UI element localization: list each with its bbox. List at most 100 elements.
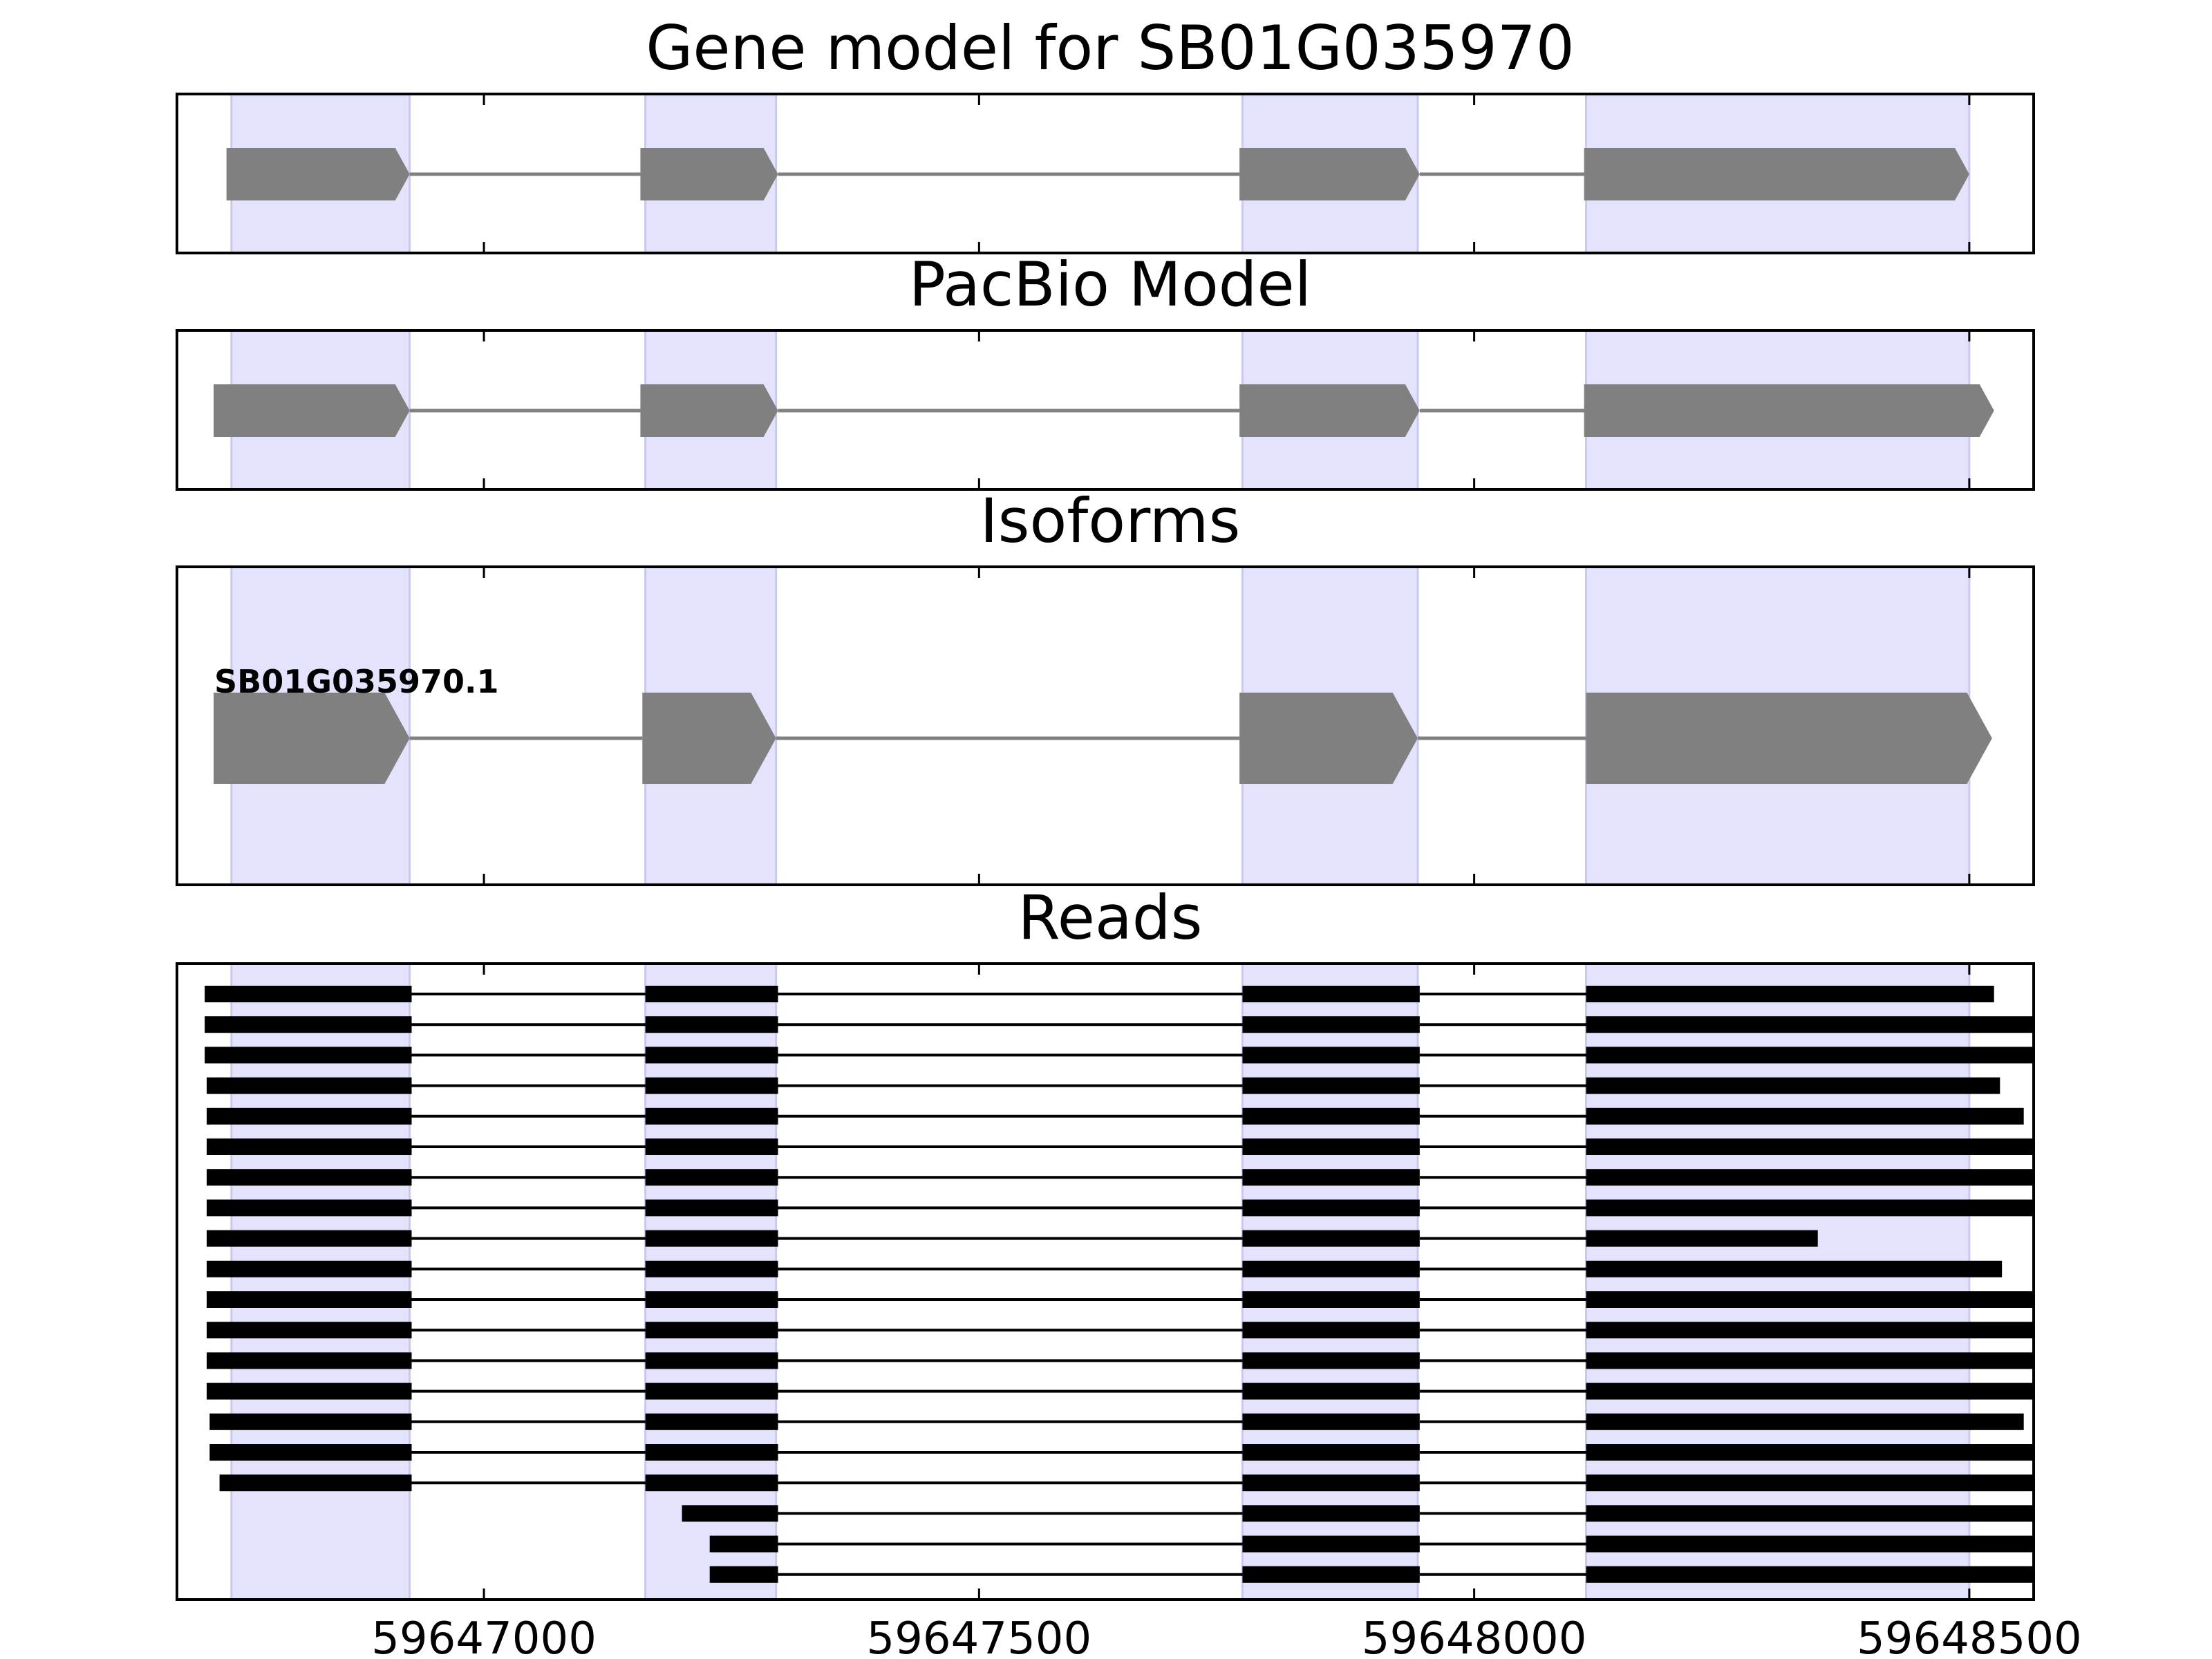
read-exon-block — [682, 1505, 778, 1522]
read-exon-block — [1242, 1474, 1420, 1492]
read-exon-block — [645, 1474, 778, 1492]
read-exon-block — [1586, 1107, 2024, 1125]
read-exon-block — [1586, 1566, 2034, 1583]
read-exon-block — [645, 1016, 778, 1033]
read-exon-block — [1242, 1199, 1420, 1217]
read-exon-block — [205, 986, 412, 1002]
panel-frame — [176, 565, 2035, 886]
read-exon-block — [709, 1535, 778, 1553]
read-exon-block — [1586, 1077, 2000, 1094]
panel-content — [205, 964, 2034, 1600]
read-exon-block — [1242, 986, 1420, 1002]
reads-panel — [176, 962, 2035, 1601]
read-exon-block — [206, 1138, 412, 1155]
read-exon-block — [219, 1474, 412, 1492]
read-exon-block — [1586, 1474, 2034, 1492]
read-exon-block — [1586, 1382, 2034, 1400]
read-exon-block — [209, 1444, 412, 1461]
read-exon-block — [1586, 986, 1994, 1002]
read-exon-block — [1586, 1230, 1818, 1247]
panel-content — [214, 567, 1992, 885]
x-tick-label: 59647500 — [866, 1613, 1091, 1659]
panel-frame — [176, 962, 2035, 1601]
read-exon-block — [1586, 1352, 2034, 1369]
read-exon-block — [709, 1566, 778, 1583]
exon-block — [1584, 148, 1969, 200]
pacbio-model-panel — [176, 329, 2035, 491]
read-exon-block — [645, 986, 778, 1002]
read-exon-block — [645, 1169, 778, 1186]
read-exon-block — [1242, 1566, 1420, 1583]
read-exon-block — [1242, 1138, 1420, 1155]
read-exon-block — [645, 1291, 778, 1308]
read-exon-block — [206, 1352, 412, 1369]
isoform-label: SB01G035970.1 — [214, 663, 498, 700]
read-exon-block — [645, 1077, 778, 1094]
exon-block — [642, 693, 776, 784]
read-exon-block — [1242, 1382, 1420, 1400]
read-exon-block — [645, 1107, 778, 1125]
read-exon-block — [1242, 1260, 1420, 1277]
exon-block — [1586, 693, 1992, 784]
panel-content — [226, 94, 1971, 253]
read-exon-block — [1242, 1444, 1420, 1461]
read-exon-block — [1586, 1138, 2034, 1155]
read-exon-block — [206, 1199, 412, 1217]
highlight-region — [230, 964, 411, 1600]
highlight-region — [1584, 964, 1971, 1600]
read-exon-block — [1242, 1505, 1420, 1522]
read-exon-block — [206, 1322, 412, 1339]
x-tick-label: 59647000 — [371, 1613, 597, 1659]
read-exon-block — [205, 1016, 412, 1033]
read-exon-block — [206, 1077, 412, 1094]
read-exon-block — [645, 1352, 778, 1369]
panel-content — [214, 330, 1994, 489]
exon-block — [1239, 384, 1420, 437]
exon-block — [214, 693, 410, 784]
read-exon-block — [1586, 1322, 2034, 1339]
read-exon-block — [206, 1107, 412, 1125]
read-exon-block — [1242, 1535, 1420, 1553]
read-exon-block — [1242, 1016, 1420, 1033]
read-exon-block — [1586, 1413, 2024, 1430]
exon-block — [1239, 148, 1420, 200]
read-exon-block — [1586, 1505, 2034, 1522]
read-exon-block — [1242, 1352, 1420, 1369]
exon-block — [640, 384, 778, 437]
read-exon-block — [1586, 1169, 2034, 1186]
read-exon-block — [1242, 1107, 1420, 1125]
read-exon-block — [1242, 1322, 1420, 1339]
read-exon-block — [206, 1230, 412, 1247]
panel-frame — [176, 93, 2035, 254]
read-exon-block — [645, 1138, 778, 1155]
read-exon-block — [1586, 1199, 2034, 1217]
read-exon-block — [206, 1260, 412, 1277]
read-exon-block — [1242, 1169, 1420, 1186]
x-tick-label: 59648500 — [1857, 1613, 2082, 1659]
read-exon-block — [1586, 1291, 2034, 1308]
read-exon-block — [645, 1444, 778, 1461]
x-tick-label: 59648000 — [1362, 1613, 1587, 1659]
highlight-region — [644, 964, 778, 1600]
read-exon-block — [206, 1291, 412, 1308]
exon-block — [226, 148, 410, 200]
panel-frame — [176, 329, 2035, 491]
highlight-region — [1241, 964, 1419, 1600]
read-exon-block — [1242, 1291, 1420, 1308]
x-axis-tick-labels: 59647000 59647500 59648000 59648500 — [371, 1613, 2082, 1659]
exon-block — [1584, 384, 1994, 437]
read-exon-block — [1242, 1047, 1420, 1064]
pacbio-model-title: PacBio Model — [909, 249, 1311, 320]
exon-block — [1239, 693, 1418, 784]
read-exon-block — [645, 1322, 778, 1339]
read-exon-block — [206, 1382, 412, 1400]
read-exon-block — [645, 1413, 778, 1430]
read-exon-block — [645, 1230, 778, 1247]
gene-model-title: Gene model for SB01G035970 — [646, 12, 1575, 84]
read-exon-block — [206, 1169, 412, 1186]
reads-title: Reads — [1018, 882, 1203, 953]
read-exon-block — [1586, 1535, 2034, 1553]
read-exon-block — [1586, 1016, 2034, 1033]
read-exon-block — [1242, 1077, 1420, 1094]
